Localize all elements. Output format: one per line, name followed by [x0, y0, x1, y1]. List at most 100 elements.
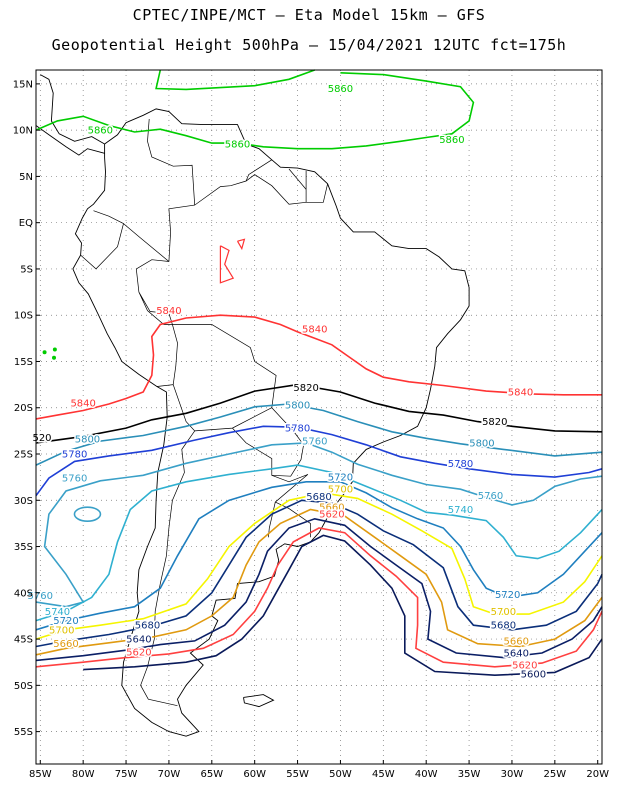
contour-label: 5740	[448, 505, 473, 516]
contour-label: 5860	[225, 140, 250, 151]
lat-tick-label: 55S	[14, 727, 33, 738]
south-america-coast	[72, 108, 470, 737]
contour-label: 520	[32, 433, 51, 444]
contour-label: 5860	[328, 84, 353, 95]
contour-label: 5800	[285, 400, 310, 411]
contour-5620-line	[35, 527, 603, 668]
contour-label: 5720	[328, 473, 353, 484]
chart-title: CPTEC/INPE/MCT – Eta Model 15km – GFS	[132, 6, 486, 24]
lat-tick-label: 15N	[13, 79, 33, 90]
lon-tick-label: 55W	[286, 769, 309, 780]
lon-tick-label: 85W	[29, 769, 52, 780]
contour-label: 5660	[53, 639, 78, 650]
contour-5680-line	[35, 499, 603, 648]
lon-tick-label: 75W	[115, 769, 138, 780]
falkland-islands	[243, 694, 275, 708]
lon-tick-label: 20W	[586, 769, 609, 780]
contour-label: 5760	[302, 437, 327, 448]
map-frame	[35, 69, 603, 765]
country-border	[80, 210, 124, 270]
contour-label: 5680	[491, 621, 516, 632]
contour-5740-line	[35, 464, 603, 622]
lat-tick-label: 10N	[13, 126, 33, 137]
contour-label: 5800	[75, 435, 100, 446]
contour-label: 5820	[293, 383, 318, 394]
lon-tick-label: 60W	[243, 769, 266, 780]
country-border	[140, 384, 196, 707]
contour-label: 5760	[28, 591, 53, 602]
contour-label: 5760	[62, 474, 87, 485]
country-border	[147, 118, 196, 206]
lon-tick-label: 70W	[158, 769, 181, 780]
contour-5840-closed-high	[219, 245, 235, 284]
lon-tick-label: 40W	[415, 769, 438, 780]
contour-label: 5840	[156, 306, 181, 317]
contour-label: 5620	[126, 648, 151, 659]
contour-5840-closed-high	[236, 238, 246, 251]
contour-label: 5700	[49, 625, 74, 636]
lon-tick-label: 80W	[72, 769, 95, 780]
central-america-coast	[40, 74, 105, 145]
axis-ticks: 15N10N5NEQ5S10S15S20S25S30S35S40S45S50S5…	[13, 79, 609, 780]
chart-subtitle: Geopotential Height 500hPa – 15/04/2021 …	[51, 36, 567, 54]
contour-label: 5780	[448, 459, 473, 470]
contour-label: 5840	[70, 399, 95, 410]
contour-label: 5760	[478, 491, 503, 502]
contour-label: 5840	[302, 325, 327, 336]
lat-tick-label: 25S	[14, 450, 33, 461]
contour-labels: 5860 5860 5860 5860 5840 5840 5840 5840 5820 5820…	[26, 83, 548, 683]
contour-5700-line	[35, 492, 603, 640]
contour-label: 5600	[521, 670, 546, 681]
contour-5860-dot	[52, 347, 57, 352]
contour-5720-line	[35, 481, 603, 631]
lat-tick-label: 35S	[14, 542, 33, 553]
contour-label: 5680	[306, 492, 331, 503]
lat-tick-label: EQ	[19, 218, 33, 229]
central-america-pacific-coast	[35, 125, 105, 156]
contour-label: 5780	[285, 424, 310, 435]
country-border	[123, 223, 170, 262]
contour-label: 5780	[62, 450, 87, 461]
lon-tick-label: 35W	[458, 769, 481, 780]
contour-5860-line	[155, 69, 315, 91]
country-border	[245, 159, 272, 182]
contour-label: 5640	[504, 648, 529, 659]
lon-tick-label: 25W	[544, 769, 567, 780]
lat-tick-label: 10S	[14, 311, 33, 322]
contour-label: 5740	[45, 607, 70, 618]
lat-tick-label: 40S	[14, 588, 33, 599]
contour-label: 5860	[439, 135, 464, 146]
lat-tick-label: 45S	[14, 635, 33, 646]
lon-tick-label: 30W	[501, 769, 524, 780]
contour-5860-dot	[52, 355, 57, 360]
contour-5820-line	[35, 383, 603, 444]
contour-label: 5700	[491, 607, 516, 618]
lat-tick-label: 30S	[14, 496, 33, 507]
contour-label: 5860	[88, 126, 113, 137]
lat-tick-label: 5N	[19, 172, 33, 183]
contour-5760-closed-low	[73, 506, 102, 522]
contour-5800-line	[35, 403, 603, 466]
contour-label: 5720	[495, 590, 520, 601]
lon-tick-label: 45W	[372, 769, 395, 780]
lat-tick-label: 5S	[20, 264, 33, 275]
contour-5780-line	[35, 425, 603, 497]
lon-tick-label: 65W	[200, 769, 223, 780]
contour-label: 5640	[126, 635, 151, 646]
contour-label: 5700	[328, 485, 353, 496]
lat-tick-label: 15S	[14, 357, 33, 368]
contour-5860-line	[35, 72, 475, 150]
lat-tick-label: 20S	[14, 403, 33, 414]
contour-lines	[35, 69, 603, 677]
contour-5600-line	[83, 534, 603, 677]
contour-5840-line	[35, 314, 602, 420]
contour-5860-dot	[42, 350, 47, 355]
country-border	[135, 174, 328, 325]
contour-label: 5820	[482, 417, 507, 428]
contour-label: 5800	[469, 438, 494, 449]
contour-label: 5620	[512, 660, 537, 671]
graticule-grid	[36, 70, 602, 764]
lon-tick-label: 50W	[329, 769, 352, 780]
contour-label: 5620	[319, 510, 344, 521]
